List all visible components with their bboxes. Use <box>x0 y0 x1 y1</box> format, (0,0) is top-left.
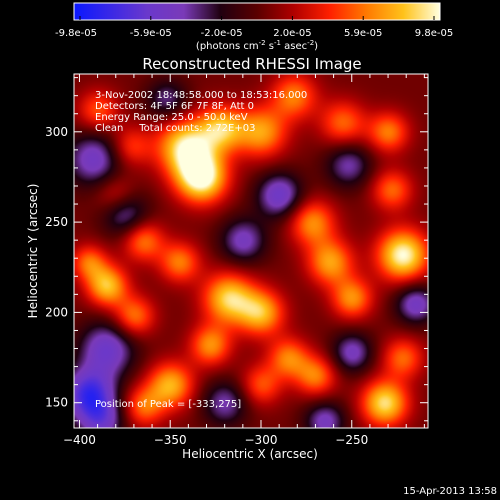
colorbar-tick-label: -2.0e-05 <box>201 28 243 39</box>
colorbar-tick-label: -9.8e-05 <box>55 28 97 39</box>
annotation-time-range: 3-Nov-2002 18:48:58.000 to 18:53:16.000 <box>95 90 307 101</box>
chart-title: Reconstructed RHESSI Image <box>142 55 361 73</box>
annotation-clean-counts: Clean Total counts: 2.72E+03 <box>95 123 255 134</box>
x-tick-label: −350 <box>154 433 187 447</box>
annotations: 3-Nov-2002 18:48:58.000 to 18:53:16.000 … <box>95 90 307 410</box>
x-tick-label: −300 <box>245 433 278 447</box>
axis-ticks: −400 −350 −300 −250 150 200 250 300 <box>45 74 428 447</box>
colorbar-tick-label: 2.0e-05 <box>273 28 311 39</box>
y-tick-label: 150 <box>45 396 68 410</box>
colorbar-gradient <box>73 2 441 21</box>
x-tick-label: −250 <box>335 433 368 447</box>
y-axis-label: Heliocentric Y (arcsec) <box>26 184 40 319</box>
y-tick-label: 300 <box>45 125 68 139</box>
y-tick-label: 250 <box>45 215 68 229</box>
x-axis-label: Heliocentric X (arcsec) <box>182 447 318 461</box>
annotation-energy-range: Energy Range: 25.0 - 50.0 keV <box>95 112 248 123</box>
colorbar-tick-label: 5.9e-05 <box>344 28 382 39</box>
plot-area: −400 −350 −300 −250 150 200 250 300 <box>45 73 429 447</box>
plot-frame <box>73 73 429 429</box>
heatmap-image <box>74 74 428 428</box>
y-tick-label: 200 <box>45 305 68 319</box>
colorbar-ticks: -9.8e-05 -5.9e-05 -2.0e-05 2.0e-05 5.9e-05 9.… <box>55 16 453 39</box>
generation-date: 15-Apr-2013 13:58 <box>403 486 497 497</box>
colorbar-unit-label: (photons cm-2 s-1 asec-2) <box>196 39 318 52</box>
x-tick-label: −400 <box>63 433 96 447</box>
colorbar-tick-label: 9.8e-05 <box>415 28 453 39</box>
colorbar-tick-label: -5.9e-05 <box>130 28 172 39</box>
annotation-peak-position: Position of Peak = [-333,275] <box>95 399 241 410</box>
annotation-detectors: Detectors: 4F 5F 6F 7F 8F, Att 0 <box>95 101 254 112</box>
colorbar: -9.8e-05 -5.9e-05 -2.0e-05 2.0e-05 5.9e-05 9.… <box>55 2 453 52</box>
